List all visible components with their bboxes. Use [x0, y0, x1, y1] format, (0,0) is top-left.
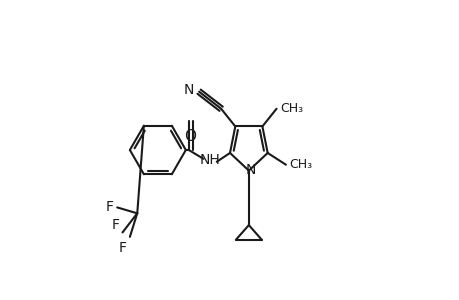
- Text: NH: NH: [199, 153, 220, 167]
- Text: F: F: [112, 218, 119, 232]
- Text: N: N: [245, 163, 255, 177]
- Text: F: F: [106, 200, 113, 214]
- Text: N: N: [183, 83, 193, 97]
- Text: CH₃: CH₃: [280, 102, 302, 115]
- Text: O: O: [183, 129, 195, 144]
- Text: F: F: [119, 241, 127, 255]
- Text: CH₃: CH₃: [289, 158, 312, 171]
